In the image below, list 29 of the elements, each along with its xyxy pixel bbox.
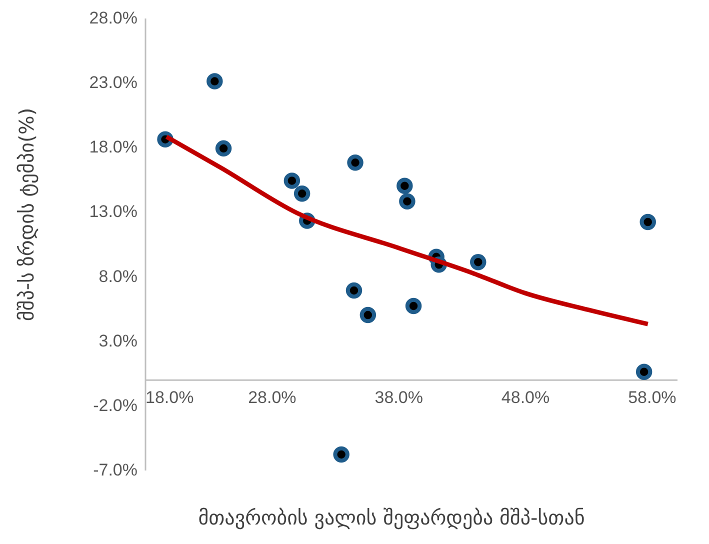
x-tick-label: 48.0% — [501, 388, 550, 408]
x-tick-label: 58.0% — [628, 388, 676, 408]
x-axis-title: მთავრობის ვალის შეფარდება მშპ-სთან — [198, 506, 585, 530]
y-tick-label: 13.0% — [89, 202, 138, 222]
point — [284, 172, 300, 189]
y-tick-label: 28.0% — [89, 8, 138, 28]
x-tick-label: 18.0% — [146, 388, 194, 408]
point — [396, 178, 413, 194]
y-tick-label: 18.0% — [89, 138, 138, 157]
x-tick-label: 38.0% — [374, 388, 423, 408]
y-tick-label: 3.0% — [98, 331, 138, 350]
y-tick-label: -2.0% — [93, 396, 138, 415]
point — [206, 73, 223, 90]
y-tick-label: 23.0% — [89, 73, 138, 92]
point — [294, 186, 310, 202]
y-tick-label: -7.0% — [93, 460, 138, 480]
point — [405, 298, 422, 314]
point — [360, 306, 376, 324]
y-tick-label: 8.0% — [98, 266, 138, 286]
point — [636, 364, 652, 380]
point — [470, 254, 486, 270]
point — [333, 446, 350, 463]
point — [215, 140, 232, 157]
point — [640, 214, 656, 230]
point — [399, 193, 416, 210]
y-axis-title: მშპ-ს ზრდის ტემპი(%) — [14, 108, 38, 322]
point — [346, 282, 362, 299]
x-tick-label: 28.0% — [248, 388, 296, 408]
point — [347, 154, 364, 171]
